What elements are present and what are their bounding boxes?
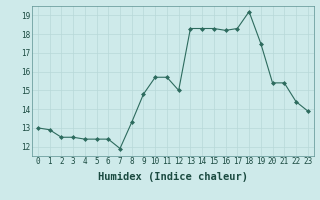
X-axis label: Humidex (Indice chaleur): Humidex (Indice chaleur) bbox=[98, 172, 248, 182]
